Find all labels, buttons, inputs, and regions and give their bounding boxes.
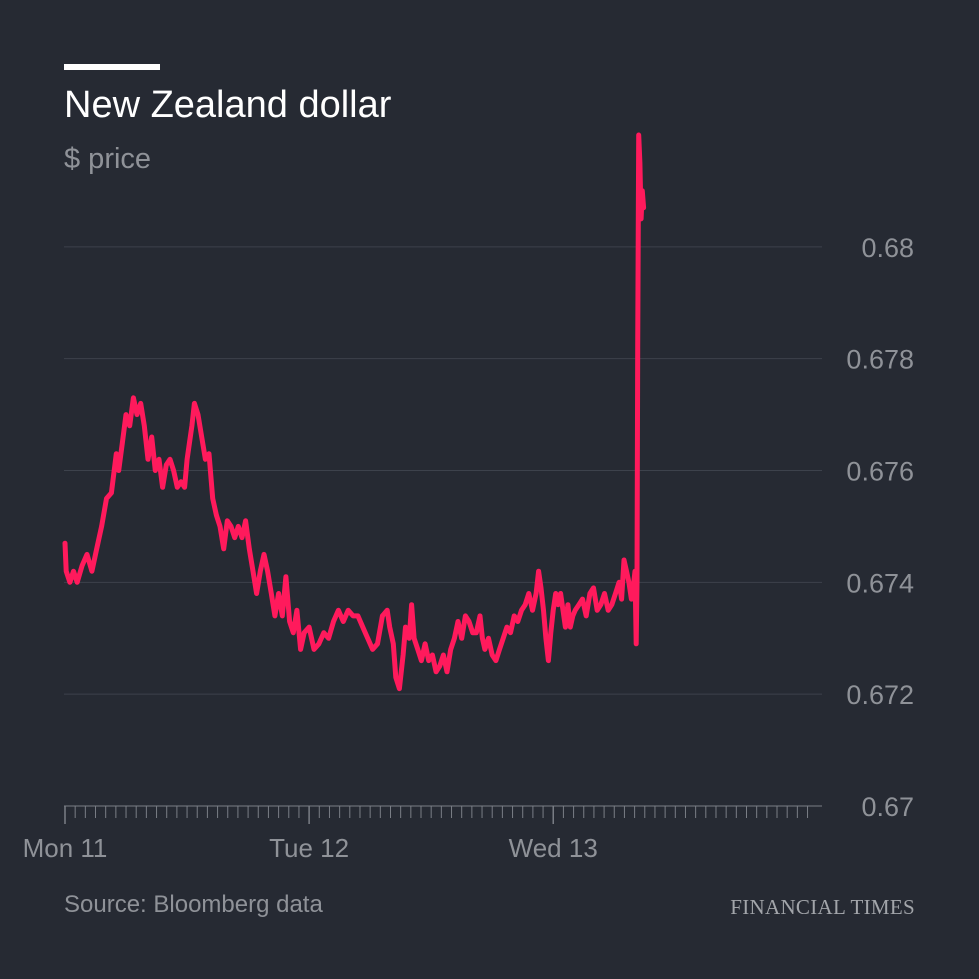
brand-wordmark: FINANCIAL TIMES: [730, 895, 915, 919]
y-tick-label: 0.676: [846, 457, 914, 487]
chart-subtitle: $ price: [64, 143, 152, 175]
y-axis-labels: 0.67 0.672 0.674 0.676 0.678 0.68: [846, 233, 914, 822]
y-tick-label: 0.68: [861, 233, 914, 263]
x-tick-label: Wed 13: [509, 833, 598, 863]
y-tick-label: 0.67: [861, 792, 914, 822]
y-tick-label: 0.678: [846, 345, 914, 375]
title-accent-bar: [64, 64, 160, 70]
series-group: [62, 132, 647, 692]
y-tick-label: 0.672: [846, 680, 914, 710]
source-note: Source: Bloomberg data: [64, 891, 323, 918]
x-axis: Mon 11 Tue 12 Wed 13: [23, 805, 822, 863]
x-tick-label: Tue 12: [269, 833, 349, 863]
price-line: [62, 132, 647, 692]
gridlines: [64, 246, 822, 695]
chart-title: New Zealand dollar: [64, 84, 392, 126]
y-tick-label: 0.674: [846, 568, 914, 598]
x-tick-label: Mon 11: [23, 833, 108, 863]
